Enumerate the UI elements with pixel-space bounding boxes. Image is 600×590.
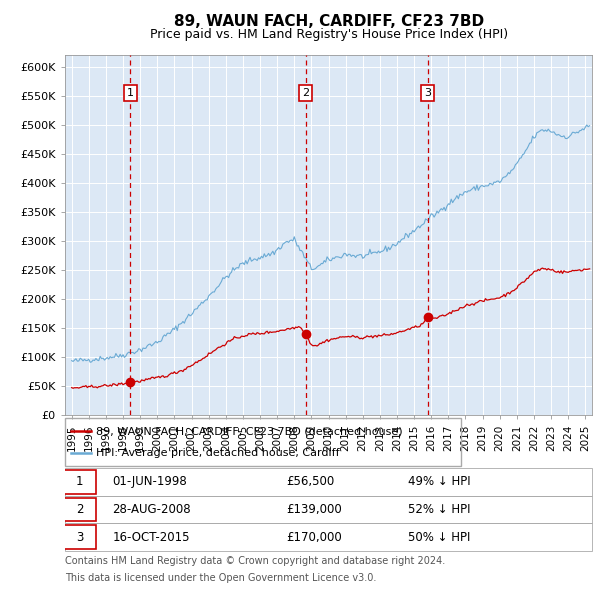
Text: £170,000: £170,000 [286, 530, 342, 544]
Text: £139,000: £139,000 [286, 503, 342, 516]
Text: 2: 2 [76, 503, 83, 516]
Text: 28-AUG-2008: 28-AUG-2008 [112, 503, 191, 516]
Text: 52% ↓ HPI: 52% ↓ HPI [407, 503, 470, 516]
Text: £56,500: £56,500 [286, 475, 335, 489]
Text: 89, WAUN FACH, CARDIFF, CF23 7BD: 89, WAUN FACH, CARDIFF, CF23 7BD [174, 14, 484, 29]
Text: This data is licensed under the Open Government Licence v3.0.: This data is licensed under the Open Gov… [65, 573, 376, 583]
Text: Price paid vs. HM Land Registry's House Price Index (HPI): Price paid vs. HM Land Registry's House … [150, 28, 508, 41]
FancyBboxPatch shape [63, 497, 96, 522]
Text: 01-JUN-1998: 01-JUN-1998 [112, 475, 187, 489]
Text: HPI: Average price, detached house, Cardiff: HPI: Average price, detached house, Card… [97, 448, 340, 458]
Text: 50% ↓ HPI: 50% ↓ HPI [407, 530, 470, 544]
FancyBboxPatch shape [63, 525, 96, 549]
Text: 16-OCT-2015: 16-OCT-2015 [112, 530, 190, 544]
Text: 1: 1 [127, 88, 134, 99]
Text: 3: 3 [424, 88, 431, 99]
FancyBboxPatch shape [63, 470, 96, 494]
Text: Contains HM Land Registry data © Crown copyright and database right 2024.: Contains HM Land Registry data © Crown c… [65, 556, 445, 566]
Text: 89, WAUN FACH, CARDIFF, CF23 7BD (detached house): 89, WAUN FACH, CARDIFF, CF23 7BD (detach… [97, 426, 403, 436]
Text: 49% ↓ HPI: 49% ↓ HPI [407, 475, 470, 489]
Text: 2: 2 [302, 88, 309, 99]
Text: 1: 1 [76, 475, 83, 489]
Text: 3: 3 [76, 530, 83, 544]
